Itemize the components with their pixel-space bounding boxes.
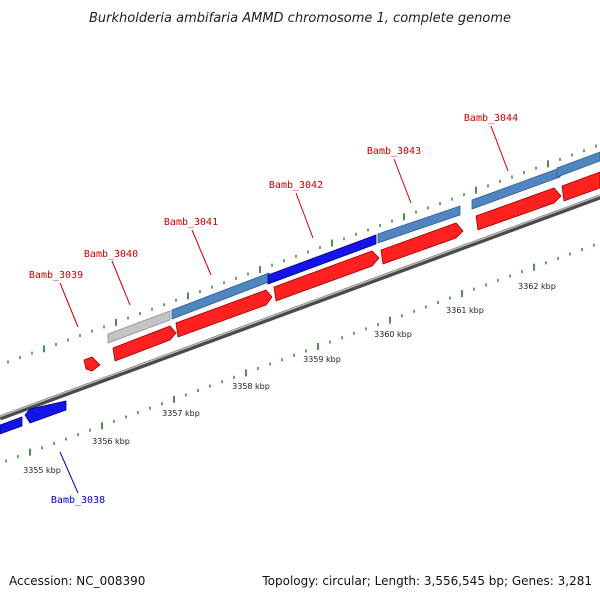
gene-arrow-bamb-3039[interactable]	[107, 310, 171, 344]
gene-arrow-forward-3[interactable]	[273, 250, 380, 302]
accession-text: Accession: NC_008390	[9, 574, 146, 588]
kbp-label-3357: 3357 kbp	[162, 409, 200, 418]
kbp-label-3358: 3358 kbp	[232, 382, 270, 391]
gene-label-bamb-3044[interactable]: Bamb_3044	[464, 113, 518, 124]
map-title: Burkholderia ambifaria AMMD chromosome 1…	[89, 11, 511, 26]
gene-label-bamb-3042[interactable]: Bamb_3042	[269, 180, 323, 191]
gene-arrow-forward-5[interactable]	[475, 187, 562, 231]
leader-bamb-3040	[111, 260, 131, 306]
kbp-label-3360: 3360 kbp	[374, 330, 412, 339]
chromosome-backbone	[0, 194, 600, 421]
gene-arrow-forward-4[interactable]	[380, 222, 464, 265]
gene-arrow-bamb-3042[interactable]	[377, 205, 461, 244]
gene-arrow-bamb-3041[interactable]	[267, 234, 377, 285]
leader-bamb-3042	[295, 192, 314, 239]
gene-track	[0, 151, 600, 435]
gene-arrow-bamb-3043[interactable]	[471, 167, 561, 210]
gene-arrow-bamb-3038[interactable]	[24, 400, 67, 424]
gene-arrow-bamb-3044[interactable]	[556, 151, 600, 178]
kbp-label-3359: 3359 kbp	[303, 355, 341, 364]
gene-arrow-forward-2[interactable]	[175, 289, 273, 338]
gene-label-bamb-3040[interactable]: Bamb_3040	[84, 249, 138, 260]
kbp-label-3356: 3356 kbp	[92, 437, 130, 446]
leader-bamb-3039	[59, 282, 79, 328]
gene-label-bamb-3043[interactable]: Bamb_3043	[367, 146, 421, 157]
gene-arrow-small-forward[interactable]	[83, 356, 101, 372]
genome-summary-text: Topology: circular; Length: 3,556,545 bp…	[262, 574, 592, 588]
kbp-label-3355: 3355 kbp	[23, 466, 61, 475]
gene-label-bamb-3041[interactable]: Bamb_3041	[164, 217, 218, 228]
kbp-label-3362: 3362 kbp	[518, 282, 556, 291]
gene-arrow-forward-1[interactable]	[112, 325, 177, 362]
leader-bamb-3043	[393, 158, 412, 204]
gene-label-bamb-3039[interactable]: Bamb_3039	[29, 270, 83, 281]
gene-arrow-forward-6[interactable]	[561, 171, 600, 202]
gene-label-bamb-3038[interactable]: Bamb_3038	[51, 495, 105, 506]
gene-arrow-bamb-3037[interactable]	[0, 416, 23, 435]
label-leaders	[59, 125, 509, 494]
chromosome-backbone-highlight	[0, 194, 600, 418]
lower-tick-row	[5, 243, 595, 463]
leader-bamb-3038	[59, 451, 79, 494]
leader-bamb-3044	[490, 125, 509, 172]
upper-tick-row	[7, 144, 597, 364]
kbp-label-3361: 3361 kbp	[446, 306, 484, 315]
leader-bamb-3041	[191, 229, 212, 276]
